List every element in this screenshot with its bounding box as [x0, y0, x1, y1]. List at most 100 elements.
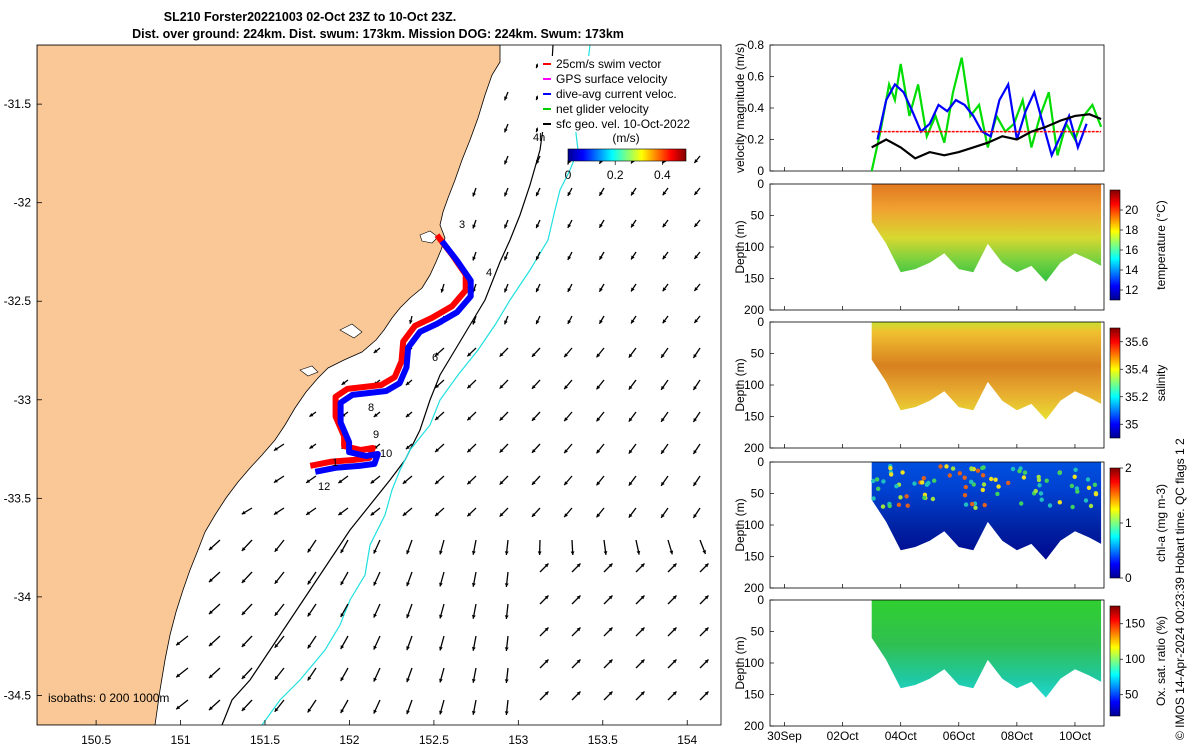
- velocity-y-tick-label: 0.8: [747, 38, 764, 52]
- velocity-colorbar-ramp: [567, 148, 687, 162]
- section-y-tick-label: 100: [744, 656, 764, 670]
- section-colorbar-tick-label: 18: [1125, 223, 1139, 237]
- velocity-arrowhead: [405, 445, 410, 450]
- chl-sample-dot: [969, 479, 974, 484]
- chl-sample-dot: [1086, 485, 1092, 490]
- time-tick-label: 06Oct: [943, 729, 976, 743]
- velocity-arrowhead: [535, 320, 540, 325]
- velocity-arrowhead: [704, 691, 709, 696]
- velocity-arrowhead: [596, 417, 601, 422]
- chl-sample-dot: [871, 496, 876, 501]
- velocity-arrowhead: [340, 581, 345, 586]
- velocity-arrowhead: [564, 385, 568, 390]
- chl-sample-dot: [887, 503, 892, 509]
- velocity-arrowhead: [596, 385, 601, 390]
- velocity-arrowhead: [472, 192, 476, 197]
- velocity-arrowhead: [672, 595, 677, 600]
- chl-sample-dot: [880, 504, 886, 509]
- velocity-arrowhead: [672, 627, 677, 632]
- section-y-tick-label: 0: [757, 593, 764, 607]
- velocity-arrowhead: [662, 223, 667, 228]
- chl-sample-dot: [1047, 503, 1053, 508]
- chl-sample-dot: [973, 505, 978, 510]
- velocity-y-tick-label: 0.4: [747, 101, 764, 115]
- velocity-arrowhead: [439, 646, 443, 651]
- velocity-arrowhead: [694, 255, 699, 260]
- velocity-arrowhead: [544, 691, 549, 696]
- velocity-arrowhead: [661, 353, 665, 358]
- section-y-tick-label: 0: [757, 455, 764, 469]
- velocity-arrowhead: [704, 627, 709, 632]
- chl-sample-dot: [970, 501, 975, 507]
- velocity-arrowhead: [693, 418, 697, 423]
- chl-sample-dot: [995, 491, 1000, 497]
- velocity-arrowhead: [504, 583, 509, 587]
- velocity-arrowhead: [564, 417, 568, 422]
- map-y-tick-label: -34: [14, 590, 32, 604]
- velocity-arrowhead: [694, 223, 699, 228]
- time-tick-label: 08Oct: [1001, 729, 1034, 743]
- velocity-arrowhead: [608, 563, 613, 568]
- section-field: [871, 600, 1102, 698]
- chl-sample-dot: [982, 502, 987, 508]
- map-x-tick-label: 150.5: [81, 733, 111, 747]
- chl-sample-dot: [969, 466, 974, 471]
- velocity-arrowhead: [544, 595, 549, 600]
- velocity-arrowhead: [274, 579, 279, 584]
- section-colorbar-tick-label: 50: [1125, 688, 1139, 702]
- velocity-arrowhead: [704, 595, 709, 600]
- velocity-arrowhead: [608, 627, 613, 632]
- map-y-tick-label: -34.5: [4, 688, 32, 702]
- chl-sample-dot: [922, 495, 927, 500]
- map-y-tick-label: -33: [14, 393, 32, 407]
- chl-sample-dot: [1057, 470, 1062, 476]
- chl-sample-dot: [962, 475, 967, 480]
- velocity-arrowhead: [640, 563, 645, 568]
- velocity-arrowhead: [176, 673, 181, 678]
- velocity-arrowhead: [564, 481, 568, 486]
- velocity-arrowhead: [661, 513, 665, 518]
- contour-label-4h: 4h: [533, 132, 545, 144]
- velocity-arrowhead: [662, 255, 667, 260]
- velocity-arrowhead: [467, 448, 472, 453]
- chl-sample-dot: [963, 484, 968, 490]
- velocity-arrowhead: [693, 450, 697, 455]
- velocity-arrowhead: [406, 582, 410, 587]
- velocity-arrowhead: [661, 481, 665, 486]
- velocity-arrowhead: [640, 627, 645, 632]
- time-tick-label: 04Oct: [885, 729, 918, 743]
- chl-sample-dot: [1083, 498, 1089, 503]
- section-y-tick-label: 200: [744, 441, 764, 455]
- velocity-arrowhead: [439, 710, 443, 715]
- section-colorbar-tick-label: 14: [1125, 263, 1139, 277]
- velocity-arrowhead: [373, 613, 377, 618]
- isobath-1000m: [221, 45, 554, 725]
- velocity-arrowhead: [439, 614, 443, 619]
- section-y-tick-label: 150: [744, 550, 764, 564]
- copyright-note: © IMOS 14-Apr-2024 00:23:39 Hobart time.…: [1173, 438, 1187, 740]
- time-tick-label: 10Oct: [1059, 729, 1092, 743]
- velocity-arrowhead: [405, 381, 410, 386]
- velocity-arrowhead: [504, 320, 508, 325]
- chl-sample-dot: [993, 477, 998, 482]
- section-y-tick-label: 150: [744, 688, 764, 702]
- velocity-arrowhead: [208, 674, 213, 679]
- velocity-arrowhead: [435, 384, 439, 389]
- section-colorbar: [1109, 327, 1121, 439]
- velocity-arrowhead: [471, 582, 476, 587]
- chl-sample-dot: [894, 484, 899, 489]
- section-colorbar-tick-label: 20: [1125, 203, 1139, 217]
- section-colorbar-tick-label: 35.4: [1125, 362, 1149, 376]
- velocity-arrowhead: [564, 513, 568, 518]
- chl-sample-dot: [1070, 504, 1075, 510]
- velocity-arrowhead: [504, 128, 508, 133]
- chl-sample-dot: [889, 472, 894, 477]
- velocity-arrowhead: [599, 287, 603, 292]
- velocity-arrowhead: [570, 551, 575, 555]
- velocity-y-tick-label: 0.2: [747, 133, 764, 147]
- map-x-tick-label: 151: [171, 733, 191, 747]
- velocity-arrowhead: [373, 709, 377, 714]
- velocity-arrowhead: [406, 678, 410, 683]
- velocity-arrowhead: [567, 319, 572, 324]
- velocity-arrowhead: [628, 353, 633, 358]
